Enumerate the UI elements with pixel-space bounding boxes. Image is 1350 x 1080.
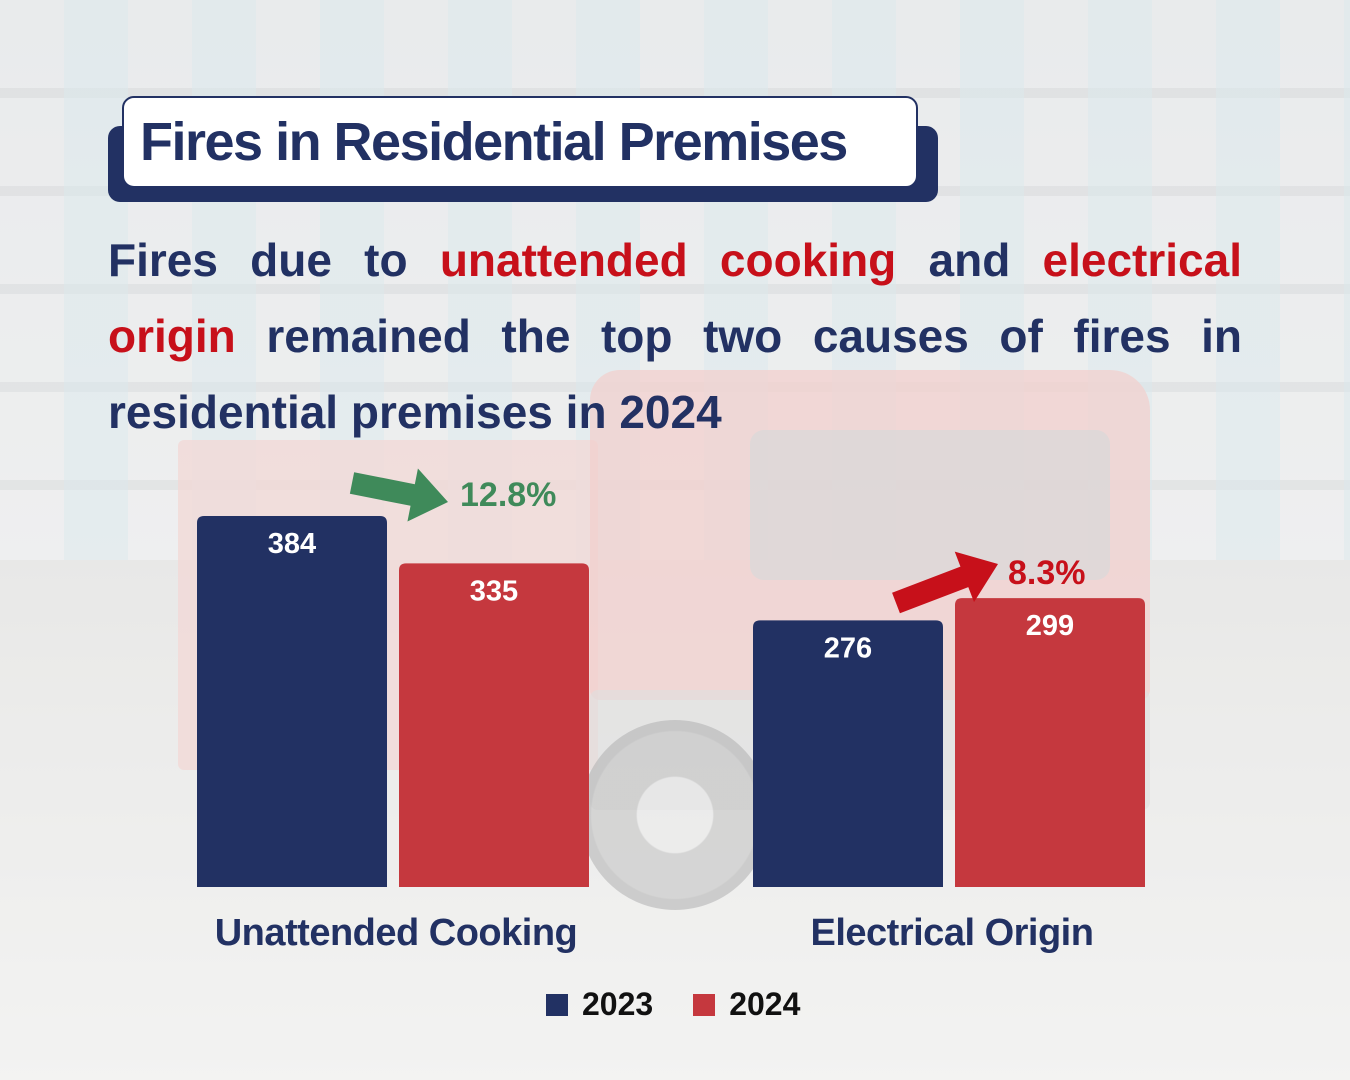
change-label-electrical-origin: 8.3% xyxy=(1008,554,1086,592)
bg-front-wheel xyxy=(580,720,770,910)
legend-label-2023: 2023 xyxy=(582,986,654,1022)
legend-label-2024: 2024 xyxy=(729,986,801,1022)
decrease-arrow-icon xyxy=(349,468,448,522)
bar-unattended-cooking-2024 xyxy=(399,563,589,887)
value-label-electrical-origin-2023: 276 xyxy=(824,632,872,664)
subtitle-part-3: remained the top two causes of fires in … xyxy=(108,310,1242,438)
legend-item-2023: 2023 xyxy=(546,986,653,1023)
value-label-electrical-origin-2024: 299 xyxy=(1026,610,1074,642)
title-box xyxy=(122,96,918,188)
subtitle-part-2: and xyxy=(896,234,1043,286)
subtitle-part-1: Fires due to xyxy=(108,234,440,286)
bar-unattended-cooking-2023 xyxy=(197,516,387,887)
page-title: Fires in Residential Premises xyxy=(140,112,848,172)
legend-swatch-2023 xyxy=(546,993,568,1016)
category-label-unattended-cooking: Unattended Cooking xyxy=(214,912,578,954)
category-label-electrical-origin: Electrical Origin xyxy=(810,912,1094,954)
value-label-unattended-cooking-2024: 335 xyxy=(470,575,518,607)
subtitle-highlight-2: electrical origin xyxy=(108,234,1243,362)
value-label-unattended-cooking-2023: 384 xyxy=(268,528,316,560)
chart-legend: 2023 2024 xyxy=(546,986,840,1023)
subtitle-highlight-1: unattended cooking xyxy=(439,234,897,286)
bar-electrical-origin-2023 xyxy=(753,620,943,887)
increase-arrow-icon xyxy=(892,551,998,614)
change-label-unattended-cooking: 12.8% xyxy=(460,476,557,514)
bg-truck-window xyxy=(750,430,1110,580)
subtitle: Fires due to unattended cooking and elec… xyxy=(108,222,1242,450)
legend-swatch-2024 xyxy=(693,993,716,1016)
bar-electrical-origin-2024 xyxy=(955,598,1145,887)
legend-item-2024: 2024 xyxy=(693,986,800,1023)
